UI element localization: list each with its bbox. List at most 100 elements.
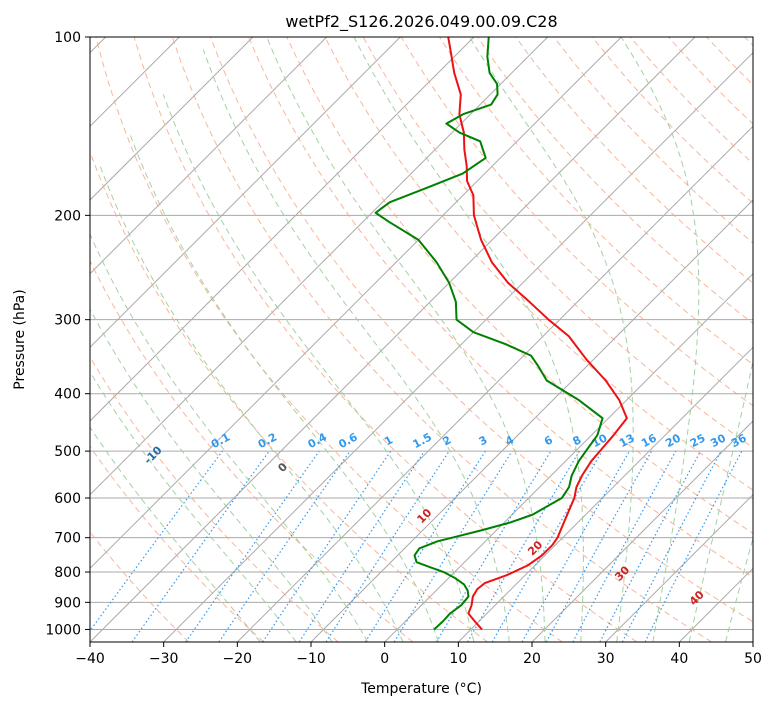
dry-adiabat-line [286, 37, 753, 534]
moist-adiabat-line [688, 358, 753, 642]
x-axis-label: Temperature (°C) [360, 681, 482, 697]
mixing-ratio-line [325, 450, 450, 642]
mixing-ratio-label: 25 [688, 431, 708, 450]
x-tick-label: 50 [744, 651, 762, 667]
mixing-ratio-line [131, 450, 270, 642]
isotherm-line [90, 37, 549, 496]
x-tick-label: −10 [296, 651, 326, 667]
mixing-ratio-line [262, 450, 392, 642]
mixing-ratio-label: 2 [441, 433, 454, 448]
plot-frame [89, 36, 754, 643]
mixing-ratio-label: 16 [639, 431, 659, 450]
moist-adiabat-line [725, 536, 753, 642]
mixing-ratio-line [90, 450, 223, 632]
dry-adiabat-line [591, 37, 753, 204]
mixing-ratio-line [599, 450, 702, 642]
mixing-ratio-label: 0.1 [209, 430, 232, 451]
moist-adiabat-line [620, 37, 700, 642]
moist-adiabat-line [162, 94, 475, 642]
mixing-ratio-line [572, 450, 677, 642]
isotherm-line [678, 567, 753, 642]
isotherm-line [90, 37, 475, 422]
isotherm-line [90, 37, 401, 349]
dry-adiabat-line [133, 37, 638, 642]
temperature-profile-line [447, 37, 628, 631]
isotherm-line [531, 420, 753, 642]
dry-adiabat-line [706, 37, 753, 86]
moist-adiabat-line [90, 426, 261, 642]
pressure-grid [90, 37, 753, 630]
isotherm-line [752, 641, 753, 642]
chart-title: wetPf2_S126.2026.049.00.09.C28 [285, 12, 557, 32]
moist-adiabat-label: 10 [414, 506, 434, 526]
isotherm-line [310, 199, 753, 642]
isotherm-line [90, 37, 328, 275]
mixing-ratio-label: 8 [571, 433, 584, 448]
background-lines [90, 37, 753, 642]
line-labels: 0.10.20.40.611.52346810131620253036-100-… [57, 408, 749, 608]
y-tick-label: 700 [54, 531, 81, 547]
x-tick-label: −30 [149, 651, 179, 667]
moist-adiabat-label: 0 [275, 460, 290, 475]
x-tick-label: 20 [523, 651, 541, 667]
moist-adiabat-line [202, 49, 510, 642]
y-tick-label: 300 [54, 313, 81, 329]
mixing-ratio-label: 1 [382, 433, 395, 448]
dry-adiabat-line [248, 37, 753, 578]
x-tick-label: 30 [597, 651, 615, 667]
y-tick-label: 100 [54, 30, 81, 46]
y-tick-label: 1000 [45, 622, 81, 638]
moist-adiabat-label: 40 [687, 588, 707, 608]
isotherm-line [236, 125, 753, 642]
moist-adiabat-line [128, 132, 439, 642]
dry-adiabat-line [553, 37, 753, 244]
mixing-ratio-label: 3 [477, 433, 490, 448]
x-tick-label: −20 [223, 651, 253, 667]
mixing-ratio-line [644, 450, 743, 642]
profile-lines [374, 37, 628, 631]
mixing-ratio-label: 36 [729, 431, 749, 450]
y-tick-label: 600 [54, 491, 81, 507]
dry-adiabat-line [171, 37, 712, 642]
y-tick-label: 800 [54, 565, 81, 581]
mixing-ratio-line [185, 450, 320, 642]
mixing-ratio-line [521, 450, 631, 642]
dry-adiabat-label: -20 [57, 408, 80, 431]
moist-adiabat-line [266, 37, 546, 642]
mixing-ratio-label: 0.6 [336, 430, 360, 451]
x-tick-label: −40 [75, 651, 105, 667]
dry-adiabat-line [324, 37, 753, 491]
mixing-ratio-label: 6 [542, 433, 555, 448]
x-tick-label: 10 [449, 651, 467, 667]
moist-adiabat-line [99, 165, 404, 642]
dry-adiabat-line [90, 150, 488, 642]
moist-adiabat-line [353, 37, 584, 642]
mixing-ratio-label: 13 [617, 431, 637, 450]
dewpoint-profile-line [374, 37, 604, 631]
mixing-ratio-line [298, 450, 425, 642]
isotherm-line [90, 37, 254, 201]
dry-adiabat-label: -10 [141, 443, 164, 466]
isotherm-line [90, 37, 622, 570]
mixing-ratio-label: 4 [503, 433, 516, 448]
dry-adiabat-line [668, 37, 753, 125]
dry-adiabat-line [515, 37, 753, 284]
moist-adiabat-line [90, 233, 369, 642]
plot-area: 0.10.20.40.611.52346810131620253036-100-… [57, 37, 753, 642]
x-tick-label: 0 [380, 651, 389, 667]
mixing-ratio-label: 20 [663, 431, 683, 450]
moist-adiabat-label: 30 [612, 563, 632, 583]
y-tick-label: 400 [54, 387, 81, 403]
y-tick-label: 900 [54, 595, 81, 611]
dry-adiabat-line [90, 259, 414, 642]
axis-ticks: −40 −30 −20 −10 0 10 20 30 40 5010020030040050060… [45, 30, 762, 667]
isotherm-line [90, 37, 696, 642]
dry-adiabat-line [90, 356, 339, 642]
dry-adiabat-line [95, 37, 563, 642]
mixing-ratio-line [545, 450, 653, 642]
mixing-ratio-label: 1.5 [411, 430, 434, 451]
dry-adiabat-line [90, 445, 264, 642]
mixing-ratio-line [218, 450, 351, 642]
y-tick-label: 200 [54, 208, 81, 224]
